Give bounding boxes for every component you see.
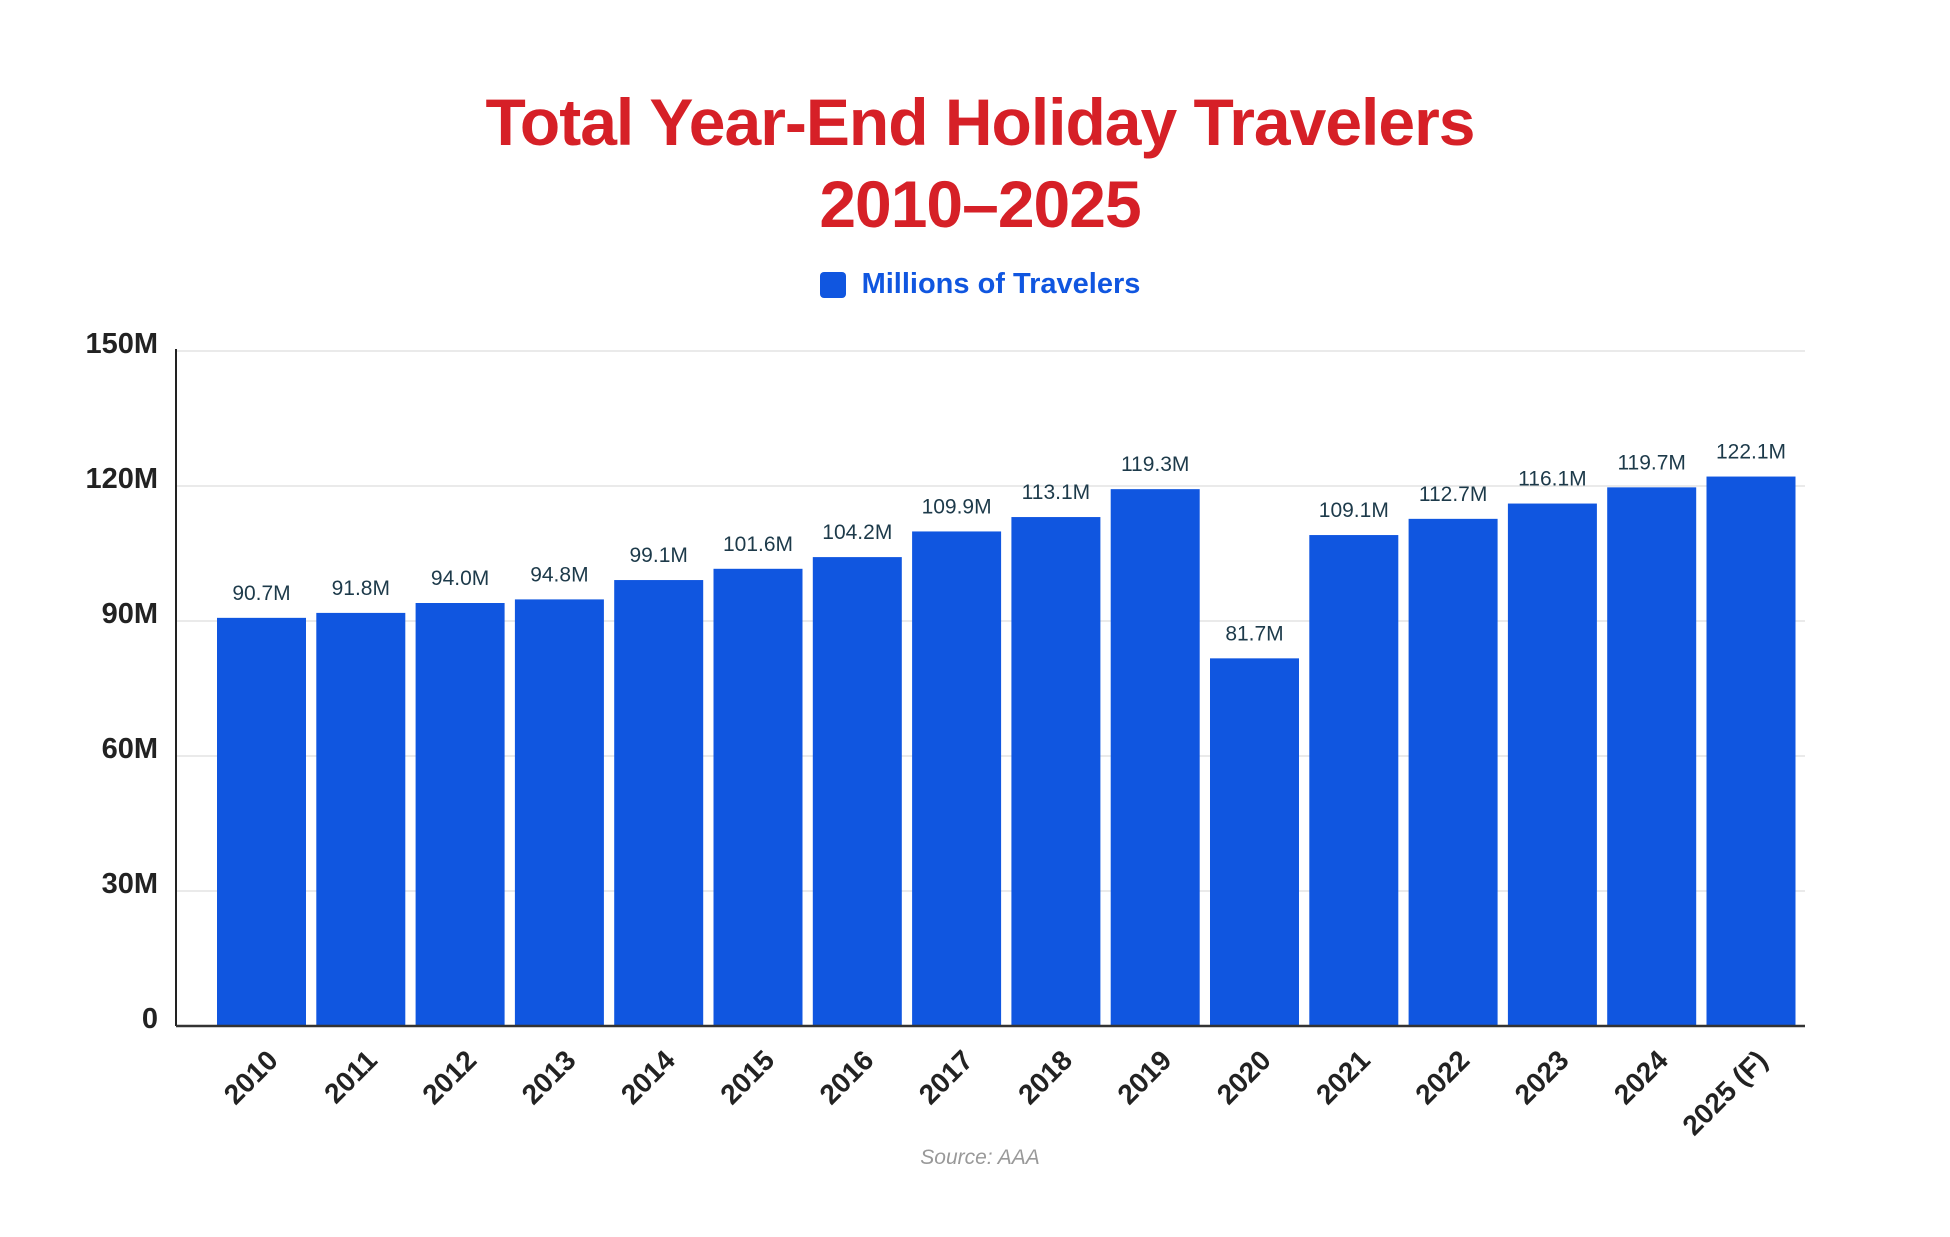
- data-label: 90.7M: [232, 582, 290, 605]
- x-tick-label: 2019: [1111, 1044, 1177, 1110]
- data-label: 104.2M: [822, 521, 892, 544]
- x-tick-label: 2012: [416, 1044, 482, 1110]
- legend-swatch: [819, 271, 846, 298]
- bar: [1110, 489, 1200, 1026]
- x-tick-label: 2014: [615, 1044, 681, 1110]
- data-label: 81.7M: [1225, 622, 1283, 645]
- legend: Millions of Travelers: [0, 268, 1950, 301]
- x-tick-label: 2020: [1211, 1044, 1277, 1110]
- x-tick-label: 2022: [1409, 1044, 1475, 1110]
- x-tick-label: 2018: [1012, 1044, 1078, 1110]
- bar: [614, 580, 704, 1026]
- bar: [1408, 518, 1498, 1026]
- data-label: 119.7M: [1617, 451, 1686, 474]
- bar: [415, 603, 505, 1026]
- x-tick-label: 2017: [913, 1044, 979, 1110]
- bar: [1706, 476, 1796, 1026]
- x-tick-label: 2010: [218, 1044, 284, 1110]
- data-label: 101.6M: [723, 533, 793, 556]
- y-tick-label: 0: [142, 1003, 158, 1035]
- bar: [1507, 503, 1597, 1026]
- x-tick-label: 2011: [318, 1044, 383, 1109]
- x-tick-label: 2016: [814, 1044, 880, 1110]
- data-label: 119.3M: [1121, 453, 1190, 476]
- y-tick-label: 60M: [102, 733, 158, 765]
- bar: [713, 568, 803, 1026]
- data-label: 94.8M: [530, 563, 588, 586]
- y-tick-label: 120M: [85, 463, 158, 495]
- data-label: 122.1M: [1716, 441, 1786, 464]
- x-tick-label: 2024: [1608, 1044, 1674, 1110]
- bar: [1309, 535, 1399, 1026]
- bar: [1210, 658, 1299, 1026]
- bar: [812, 557, 902, 1026]
- data-label: 113.1M: [1022, 481, 1091, 504]
- bar: [1011, 517, 1101, 1026]
- source-note: Source: AAA: [920, 1146, 1040, 1169]
- bar: [316, 612, 406, 1026]
- y-tick-label: 150M: [85, 328, 158, 360]
- chart-title: Total Year-End Holiday Travelers: [485, 85, 1476, 159]
- bar: [514, 599, 604, 1026]
- y-tick-label: 90M: [102, 598, 158, 630]
- y-tick-label: 30M: [102, 868, 158, 900]
- data-label: 94.0M: [431, 567, 489, 590]
- x-tick-label: 2015: [714, 1044, 780, 1110]
- legend-label: Millions of Travelers: [861, 268, 1141, 300]
- data-label: 91.8M: [332, 577, 390, 600]
- x-tick-label: 2023: [1509, 1044, 1575, 1110]
- x-tick-label: 2021: [1310, 1044, 1376, 1110]
- bar: [912, 531, 1002, 1026]
- data-label: 116.1M: [1518, 468, 1587, 491]
- data-label: 112.7M: [1419, 483, 1488, 506]
- data-label: 109.9M: [922, 495, 992, 518]
- x-tick-label: 2025 (F): [1676, 1044, 1773, 1141]
- chart-subtitle: 2010–2025: [819, 167, 1141, 241]
- data-label: 109.1M: [1319, 499, 1389, 522]
- x-tick-label: 2013: [516, 1044, 582, 1110]
- bar: [217, 617, 306, 1026]
- data-label: 99.1M: [630, 544, 688, 567]
- bar: [1607, 487, 1697, 1027]
